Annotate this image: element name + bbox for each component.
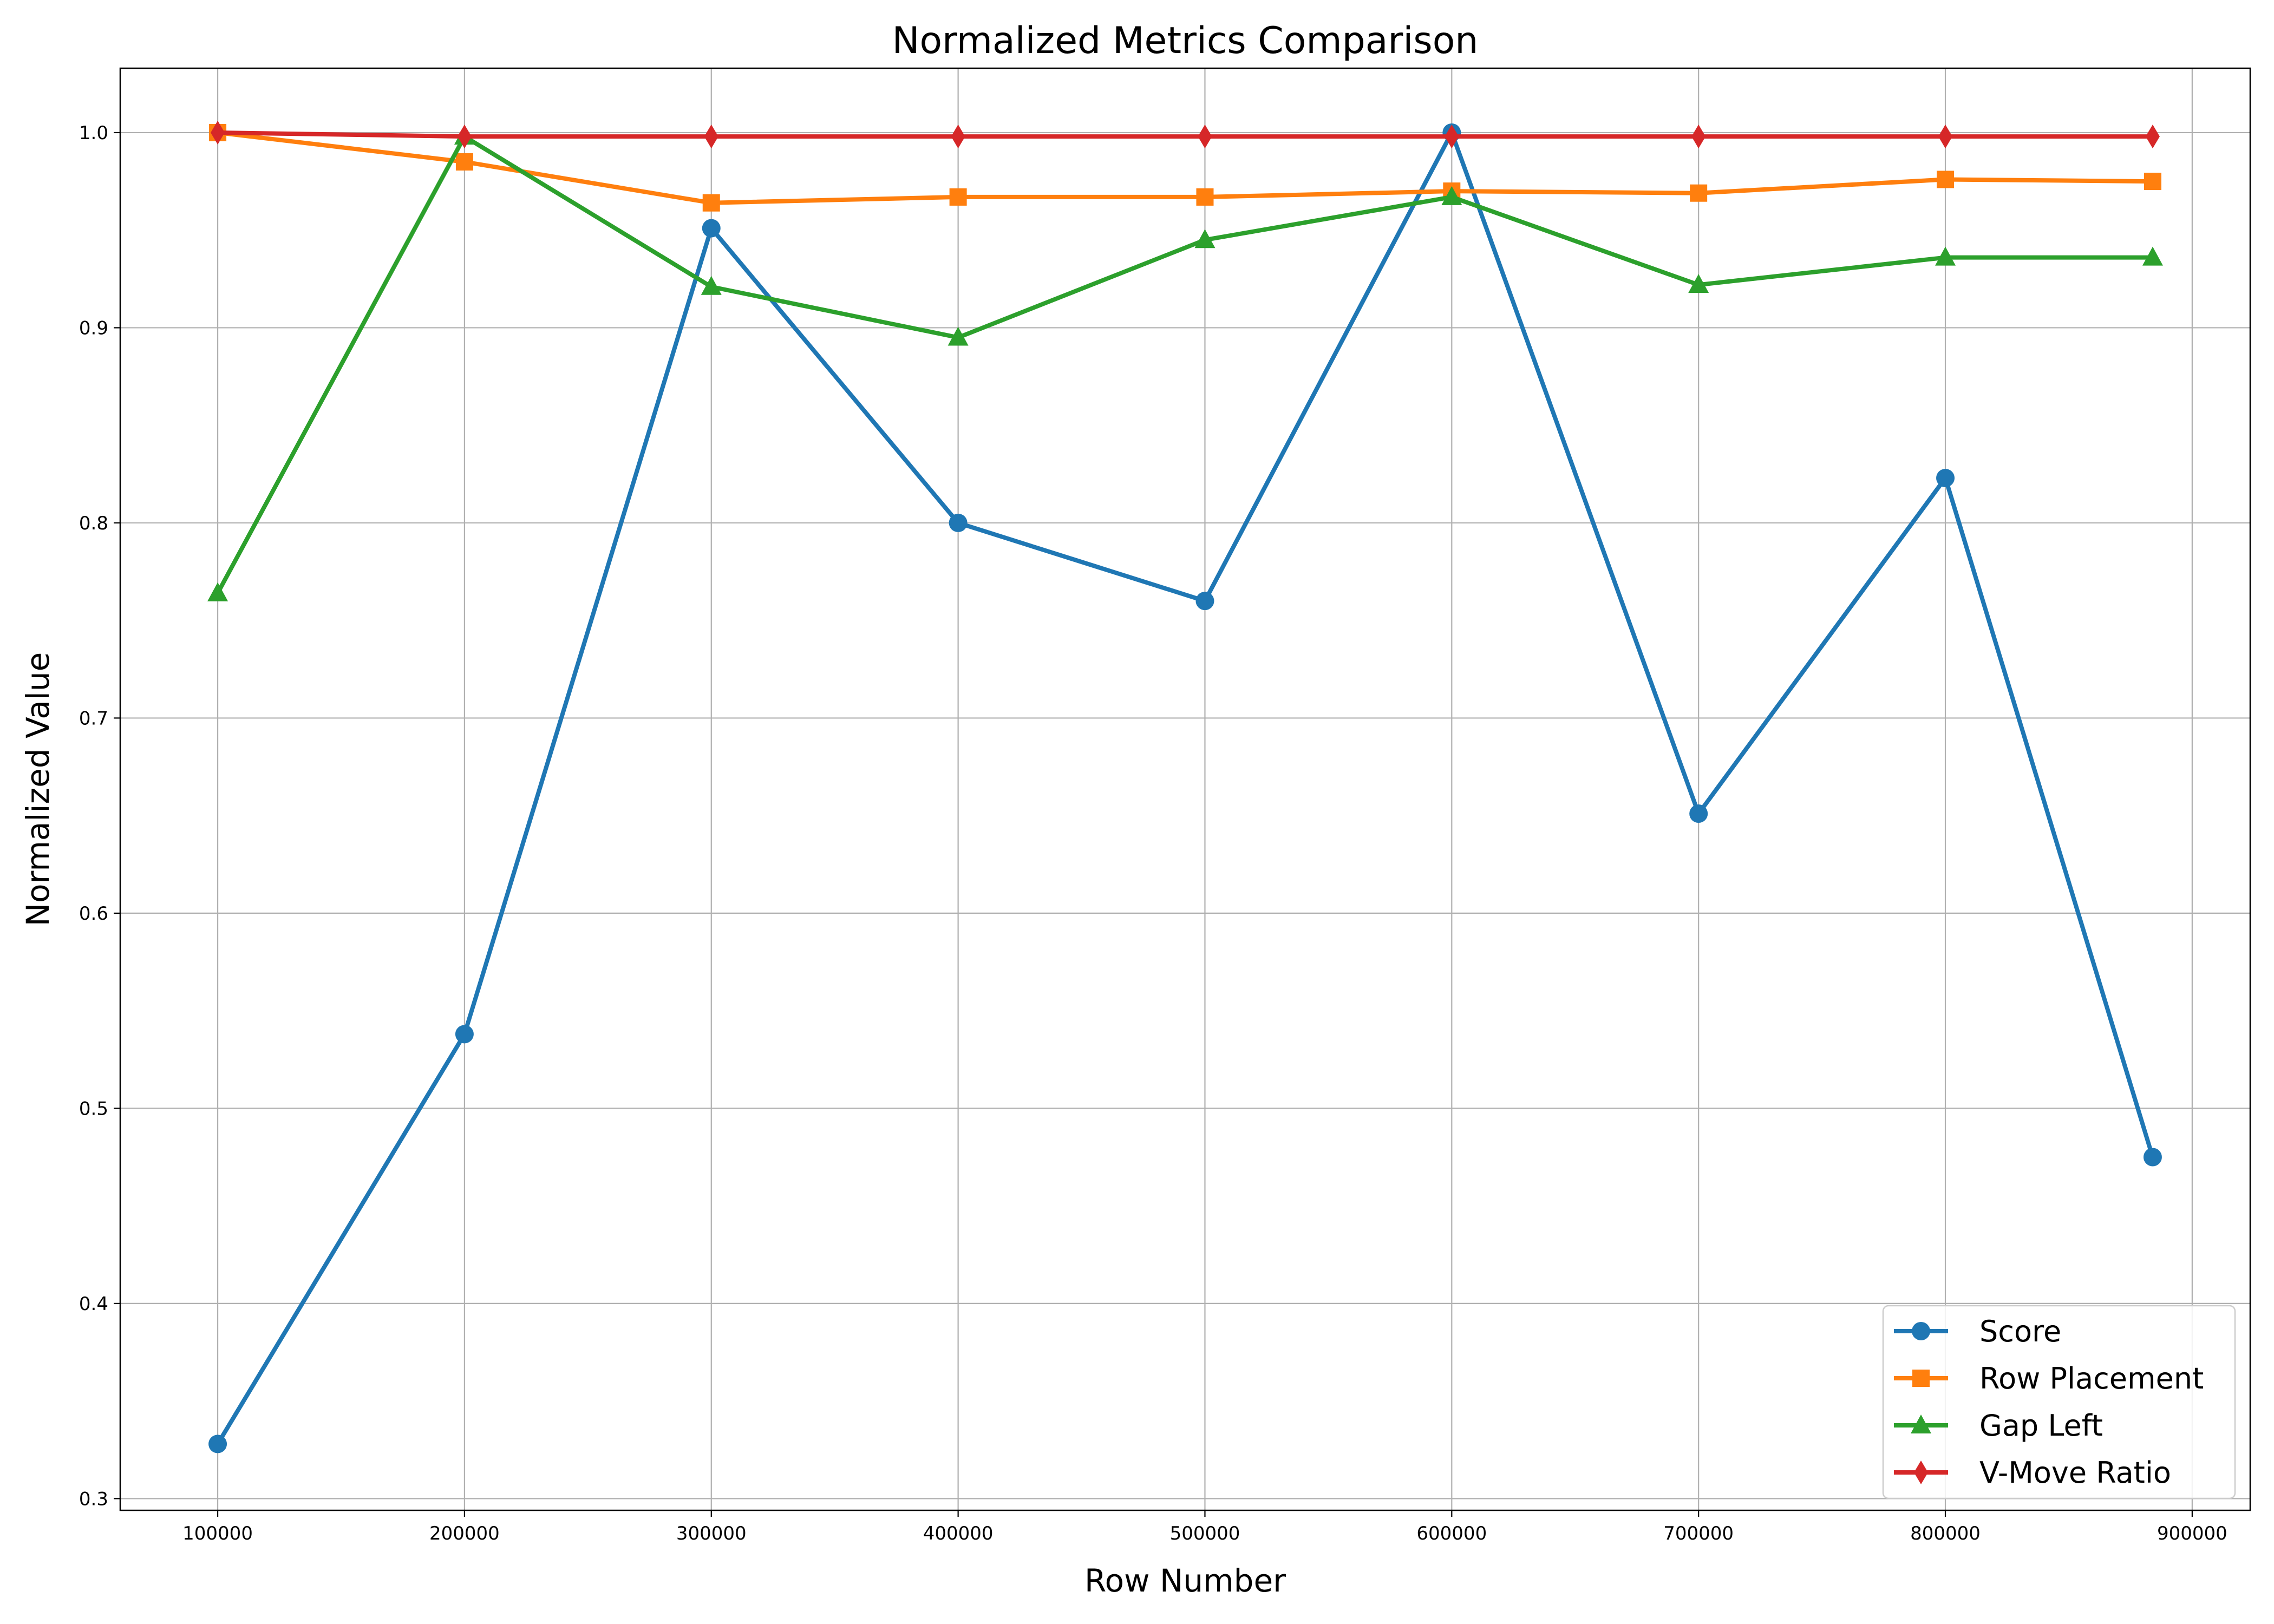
data-point-v-move-ratio [211,120,225,145]
series-line-row-placement [217,130,2153,205]
grid-lines [120,68,2250,1510]
legend: Score Row Placement Gap Left V-Move Ratio [1882,1305,2236,1499]
data-point-gap-left [2142,246,2163,266]
data-point-v-move-ratio [1445,125,1459,149]
x-tick-label: 500000 [1170,1523,1240,1544]
series-line-score [215,130,2155,1445]
legend-label: V-Move Ratio [1979,1456,2171,1490]
y-tick-label: 0.7 [79,708,108,729]
data-point-v-move-ratio [2145,125,2160,149]
data-point-score [455,1025,474,1044]
chart-title: Normalized Metrics Comparison [892,19,1479,62]
y-tick-label: 1.0 [79,122,108,144]
y-axis: 0.3 0.4 0.5 0.6 0.7 0.8 0.9 1.0 [79,122,120,1510]
data-point-row-placement [1690,184,1708,202]
data-point-row-placement [1937,171,1955,188]
legend-box [1882,1305,2236,1499]
legend-label: Score [1979,1314,2061,1348]
data-point-score [1936,469,1955,488]
y-tick-label: 0.5 [79,1098,108,1119]
x-axis: 100000 200000 300000 400000 500000 600000 7000… [182,1510,2227,1544]
data-point-row-placement [455,153,473,171]
legend-item-row-placement: Row Placement [1894,1361,2204,1396]
x-tick-label: 800000 [1910,1523,1981,1544]
data-point-row-placement [702,194,720,212]
x-tick-label: 200000 [429,1523,500,1544]
legend-label: Gap Left [1979,1409,2103,1443]
series-row-placement [209,123,2161,212]
y-tick-label: 0.3 [79,1488,108,1510]
plot-frame [119,67,2251,1511]
x-tick-label: 900000 [2157,1523,2227,1544]
legend-swatch-marker [1914,1461,1928,1484]
data-point-score [1689,804,1708,823]
data-point-score [702,219,721,238]
data-point-row-placement [1196,188,1214,206]
data-point-gap-left [1935,246,1956,266]
data-point-score [949,513,968,532]
legend-item-v-move-ratio: V-Move Ratio [1894,1456,2171,1490]
x-tick-label: 300000 [676,1523,747,1544]
y-tick-label: 0.6 [79,903,108,925]
y-tick-label: 0.8 [79,513,108,534]
data-point-gap-left [1194,229,1216,248]
series-line-gap-left [215,134,2153,594]
series-gap-left [207,126,2163,601]
data-point-row-placement [949,188,967,206]
x-tick-label: 400000 [923,1523,994,1544]
data-point-v-move-ratio [951,125,965,149]
x-axis-label: Row Number [1084,1562,1286,1599]
data-point-gap-left [701,276,722,295]
data-point-score [208,1435,227,1453]
legend-item-gap-left: Gap Left [1894,1409,2103,1443]
data-point-gap-left [948,326,969,346]
y-tick-label: 0.9 [79,317,108,339]
data-point-v-move-ratio [704,125,718,149]
legend-swatch-marker [1912,1370,1930,1387]
series-score [208,123,2162,1453]
series-v-move-ratio [211,120,2160,149]
x-tick-label: 600000 [1416,1523,1487,1544]
x-tick-label: 100000 [182,1523,253,1544]
data-point-score [2143,1148,2162,1167]
y-axis-label: Normalized Value [19,652,56,927]
legend-swatch-marker [1911,1415,1931,1433]
legend-swatch-marker [1912,1322,1930,1340]
series-layer [207,120,2163,1453]
y-tick-label: 0.4 [79,1293,108,1315]
data-point-row-placement [2144,173,2161,191]
data-point-v-move-ratio [1691,125,1706,149]
data-point-v-move-ratio [1938,125,1953,149]
data-point-score [1195,592,1214,611]
legend-label: Row Placement [1979,1361,2204,1396]
data-point-gap-left [1441,186,1462,205]
legend-item-score: Score [1894,1314,2061,1348]
data-point-v-move-ratio [457,125,472,149]
data-point-v-move-ratio [1198,125,1212,149]
data-point-gap-left [1688,274,1709,293]
data-point-gap-left [207,582,228,601]
x-tick-label: 700000 [1663,1523,1734,1544]
